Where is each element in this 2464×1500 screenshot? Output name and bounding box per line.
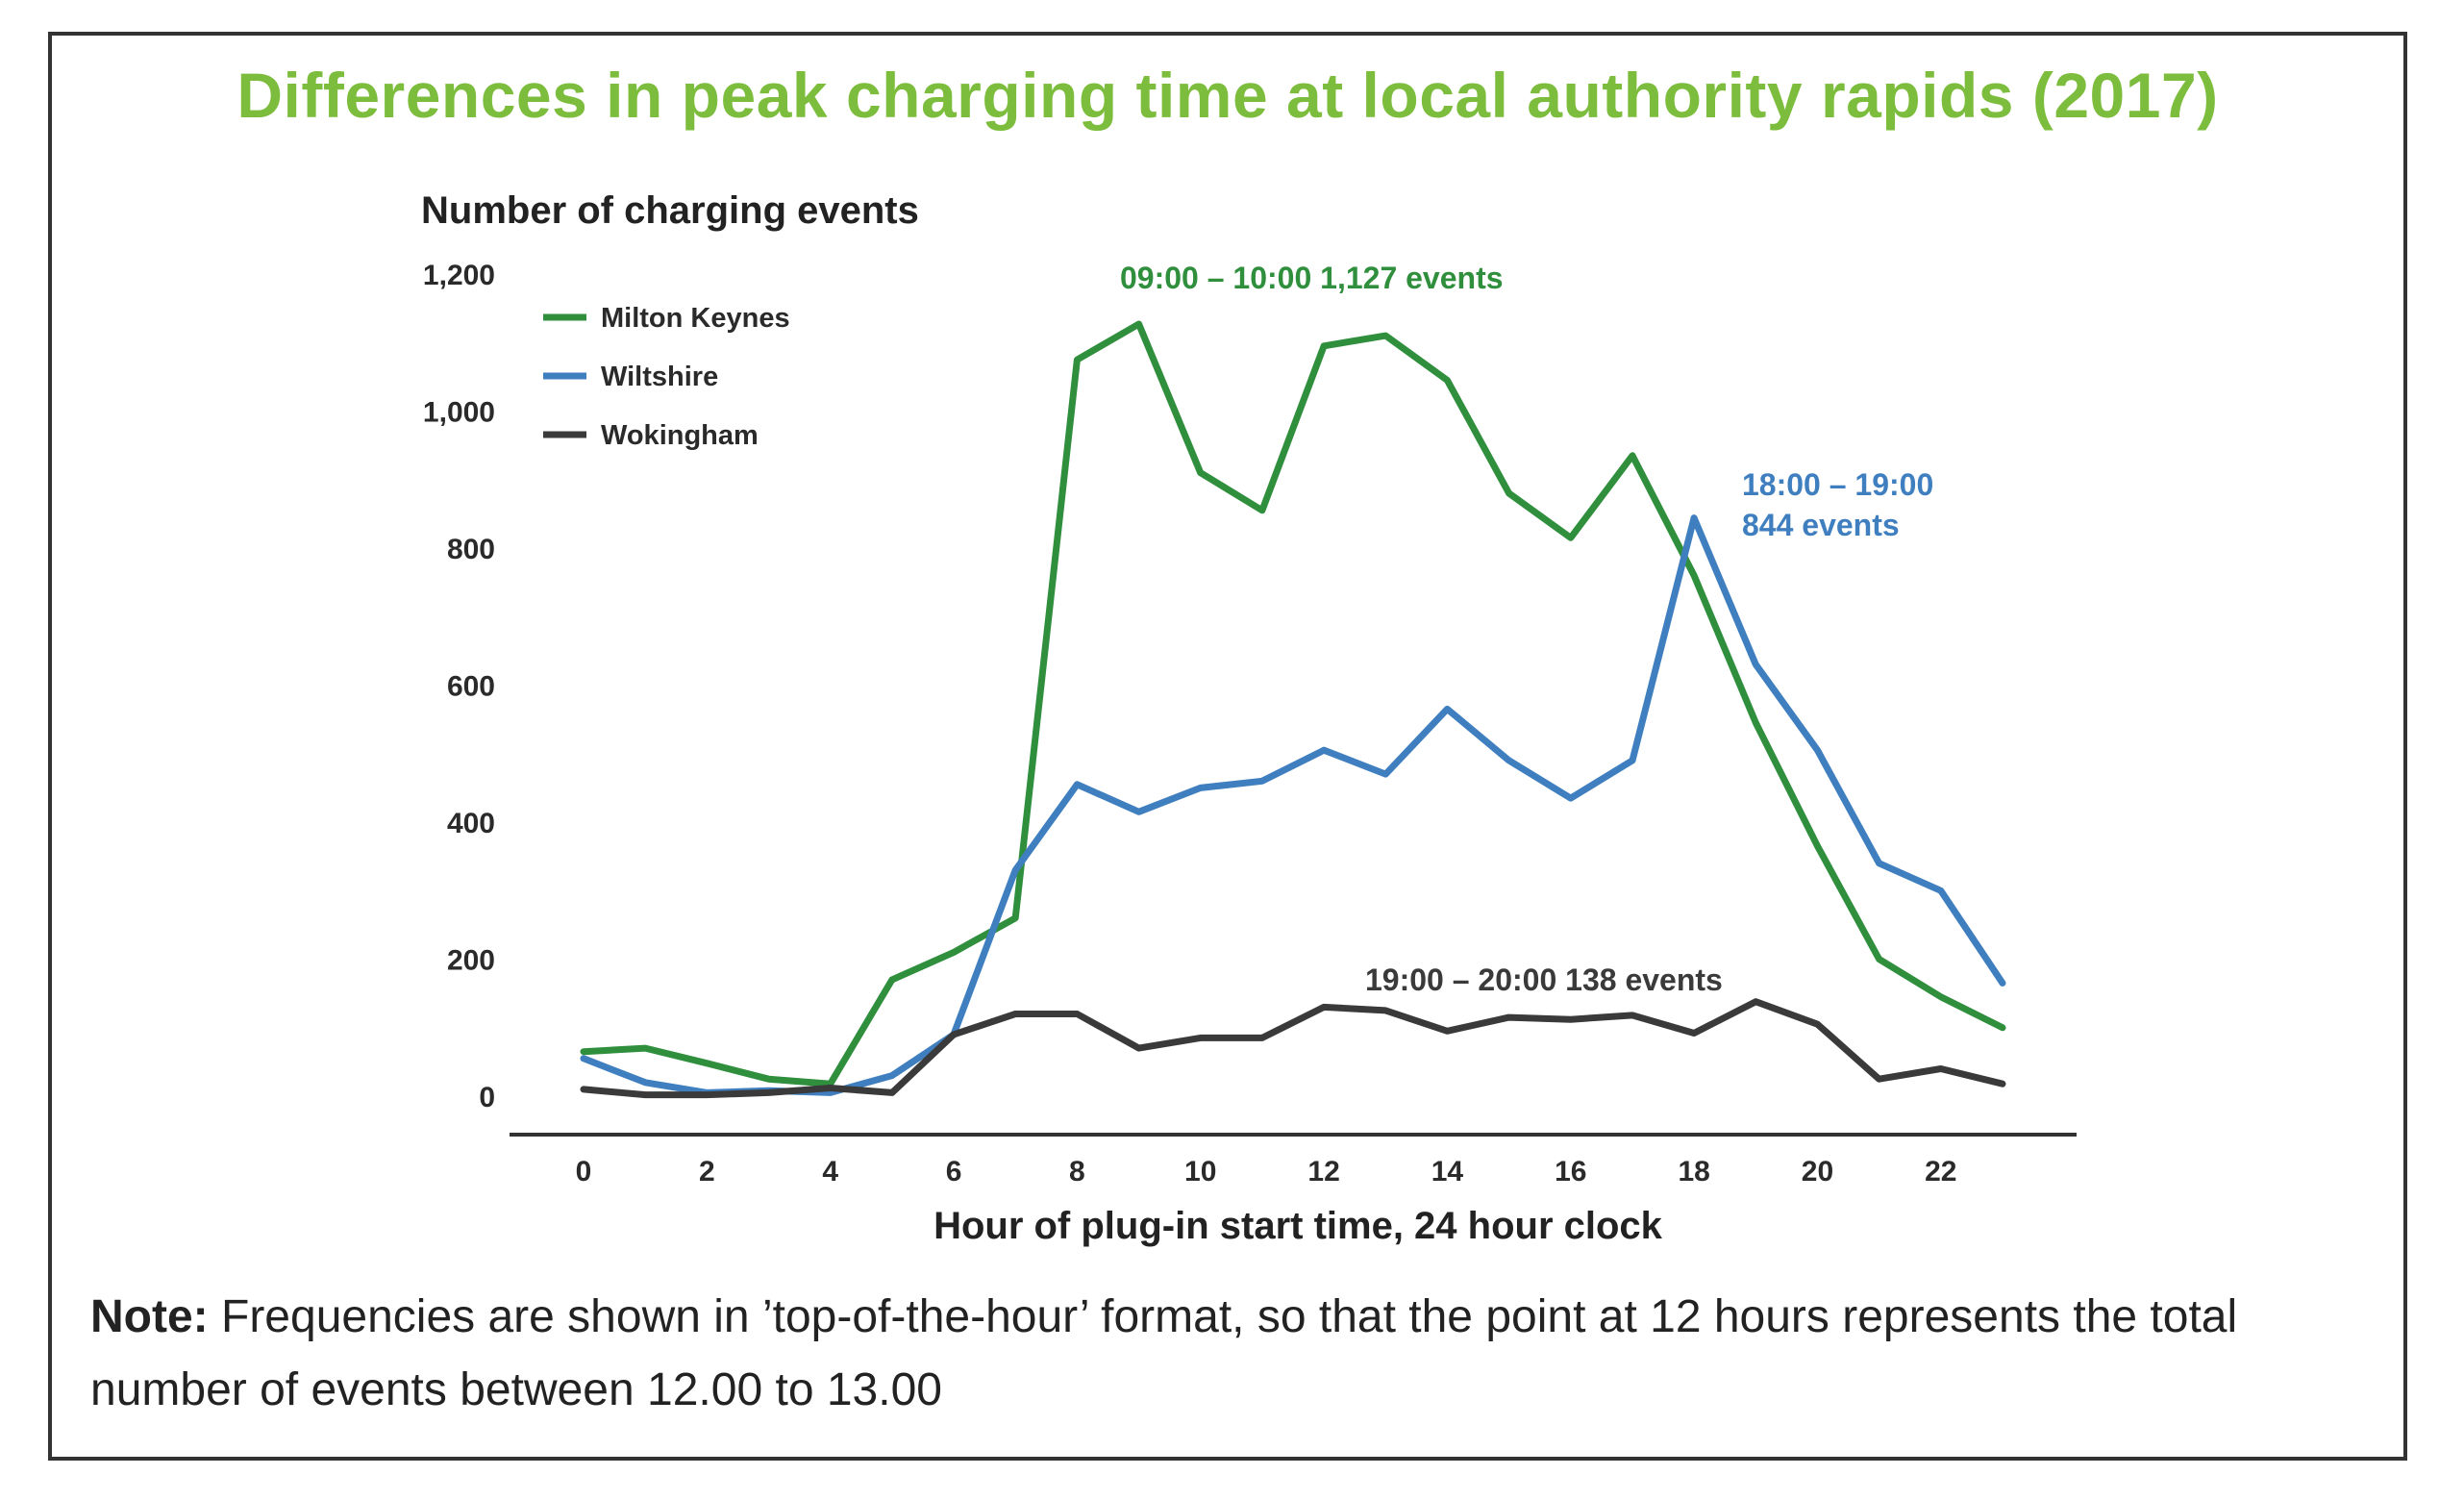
y-tick-labels: 0 200 400 600 800 1,000 1,200 [423,260,495,1113]
y-tick-label: 400 [447,808,495,839]
x-tick-label: 0 [576,1156,592,1188]
annotation-wiltshire-peak: 18:00 – 19:00 [1742,467,1933,502]
series-line-milton-keynes [580,320,2006,1088]
x-tick-label: 2 [699,1156,715,1188]
x-tick-label: 16 [1555,1156,1586,1188]
annotations: 09:00 – 10:00 1,127 events 18:00 – 19:00 8… [1120,261,1933,997]
y-tick-label: 1,200 [423,260,495,291]
x-tick-label: 18 [1678,1156,1709,1188]
y-tick-label: 200 [447,945,495,977]
x-tick-label: 10 [1184,1156,1216,1188]
series-line-wokingham [580,998,2006,1099]
legend-label-wokingham: Wokingham [601,420,759,451]
series-line-wiltshire [580,514,2006,1096]
legend-label-milton-keynes: Milton Keynes [601,303,790,334]
x-tick-labels: 0 2 4 6 8 10 12 14 16 18 20 22 [576,1156,1957,1188]
y-axis-label: Number of charging events [421,189,919,232]
annotation-wokingham-peak: 19:00 – 20:00 138 events [1365,962,1723,997]
legend: Milton Keynes Wiltshire Wokingham [543,303,790,451]
footnote: Note: Frequencies are shown in ’top-of-t… [90,1281,2359,1427]
annotation-wiltshire-peak-count: 844 events [1742,508,1900,542]
legend-label-wiltshire: Wiltshire [601,362,718,392]
y-tick-label: 800 [447,534,495,565]
x-tick-label: 6 [946,1156,962,1188]
x-tick-label: 4 [822,1156,838,1188]
figure-frame: Differences in peak charging time at loc… [48,32,2407,1461]
note-label: Note: [90,1291,209,1342]
y-tick-label: 1,000 [423,397,495,429]
x-tick-label: 20 [1802,1156,1833,1188]
series-lines [580,320,2006,1099]
x-tick-label: 8 [1069,1156,1085,1188]
note-text: Frequencies are shown in ’top-of-the-hou… [90,1291,2238,1415]
x-tick-label: 22 [1925,1156,1956,1188]
annotation-milton-keynes-peak: 09:00 – 10:00 1,127 events [1120,261,1504,295]
x-axis-label: Hour of plug-in start time, 24 hour cloc… [933,1205,1663,1247]
y-tick-label: 600 [447,671,495,703]
y-tick-label: 0 [479,1082,495,1113]
x-tick-label: 12 [1307,1156,1339,1188]
x-tick-label: 14 [1431,1156,1464,1188]
chart-title: Differences in peak charging time at loc… [236,60,2219,131]
